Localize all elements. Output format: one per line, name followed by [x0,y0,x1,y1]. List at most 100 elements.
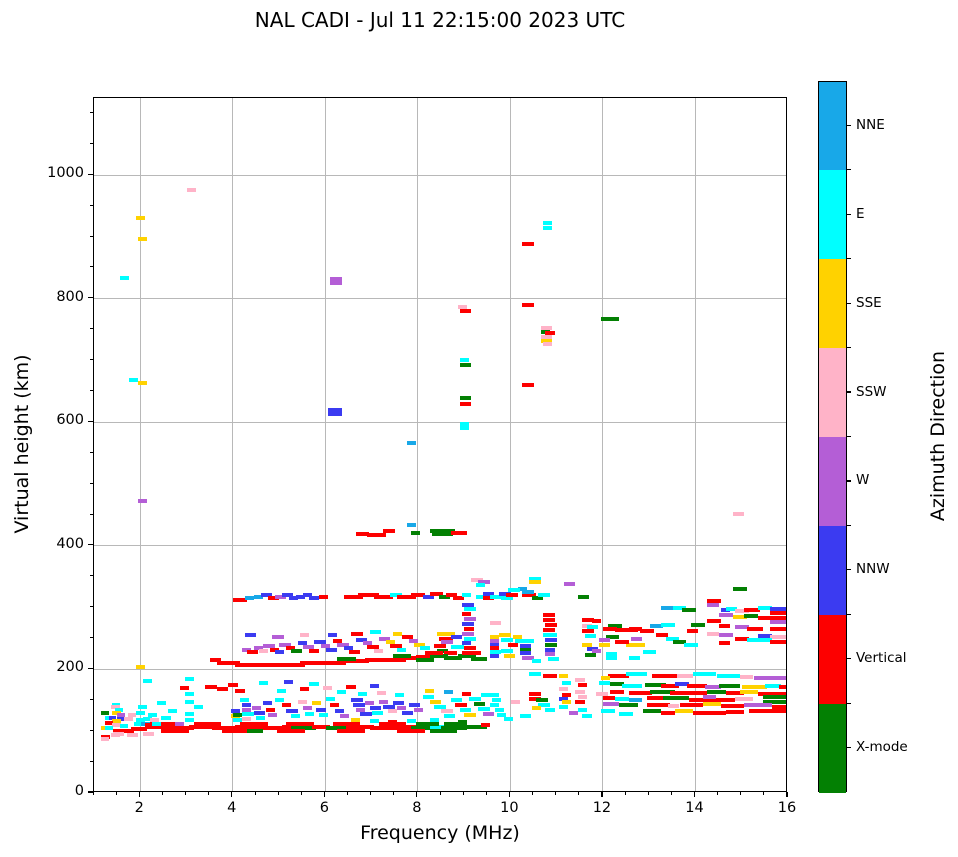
colorbar-tick [847,746,851,749]
echo-mark [321,643,331,648]
echo-mark [406,441,416,446]
echo-mark [765,683,782,688]
echo-mark [718,632,733,637]
echo-mark [364,701,375,706]
x-tick [601,792,603,797]
echo-mark [707,619,722,624]
echo-mark [522,302,534,307]
colorbar-tick [847,302,851,304]
echo-mark [145,723,155,728]
echo-mark [408,703,421,708]
x-minor-tick [717,792,719,795]
y-axis-label: Virtual height (km) [11,354,33,534]
echo-mark [131,727,148,732]
y-gridline [94,421,786,423]
echo-mark [441,709,453,714]
echo-mark [441,725,467,730]
echo-mark [649,624,664,629]
echo-mark [309,648,319,653]
echo-mark [735,608,749,613]
echo-mark [600,316,620,321]
echo-mark [300,661,328,666]
chart-title: NAL CADI - Jul 11 22:15:00 2023 UTC [254,8,626,32]
echo-mark [432,532,453,537]
x-gridline [417,98,419,791]
x-tick [416,792,418,797]
echo-mark [443,690,453,695]
echo-mark [647,702,671,707]
echo-mark [519,647,532,652]
echo-mark [351,718,361,723]
echo-mark [496,713,506,718]
colorbar-boundary-tick [847,169,851,171]
y-tick [88,420,93,422]
echo-mark [246,650,259,655]
y-tick-label: 400 [56,535,84,552]
echo-mark [327,632,338,637]
echo-mark [316,707,326,712]
echo-mark [138,704,148,709]
echo-mark [142,731,155,736]
echo-mark [459,401,472,406]
colorbar-segment [819,437,846,527]
echo-mark [610,689,624,694]
echo-mark [184,676,194,681]
y-minor-tick [90,112,93,113]
colorbar-segment-label: E [856,205,865,222]
echo-mark [392,631,402,636]
echo-mark [434,643,446,648]
echo-mark [452,595,465,600]
echo-mark [457,305,467,310]
echo-mark [679,703,703,708]
echo-mark [272,635,284,640]
echo-mark [129,378,139,383]
echo-mark [367,532,386,537]
echo-mark [716,673,740,678]
echo-mark [184,699,194,704]
colorbar-axis-label: Azimuth Direction [927,350,949,522]
echo-mark [489,650,502,655]
echo-mark [480,723,490,728]
x-minor-tick [208,792,210,795]
echo-mark [482,592,495,597]
echo-mark [233,718,243,723]
echo-mark [112,728,125,733]
echo-mark [508,588,520,593]
y-minor-tick [90,390,93,391]
y-gridline [94,174,786,176]
echo-mark [351,698,363,703]
echo-mark [441,640,453,645]
echo-mark [422,695,435,700]
echo-mark [325,725,351,730]
echo-mark [684,642,698,647]
echo-mark [480,693,490,698]
echo-mark [769,640,786,645]
echo-mark [337,642,349,647]
echo-mark [122,729,134,734]
x-minor-tick [624,792,626,795]
echo-mark [117,713,126,718]
echo-mark [443,714,456,719]
echo-mark [281,703,291,708]
echo-mark [672,639,687,644]
x-minor-tick [485,792,487,795]
echo-mark [540,338,553,343]
echo-mark [408,639,419,644]
echo-mark [545,331,555,336]
echo-mark [133,721,143,726]
echo-mark [263,701,273,706]
echo-mark [538,593,550,598]
echo-mark [274,650,284,655]
echo-mark [221,728,250,733]
echo-mark [429,724,446,729]
echo-mark [464,713,476,718]
echo-mark [175,721,185,726]
echo-mark [344,659,370,664]
echo-mark [693,672,717,677]
echo-mark [235,662,259,667]
echo-mark [459,309,472,314]
echo-mark [112,723,121,728]
echo-mark [369,725,398,730]
echo-mark [462,692,472,697]
echo-mark [744,702,772,707]
